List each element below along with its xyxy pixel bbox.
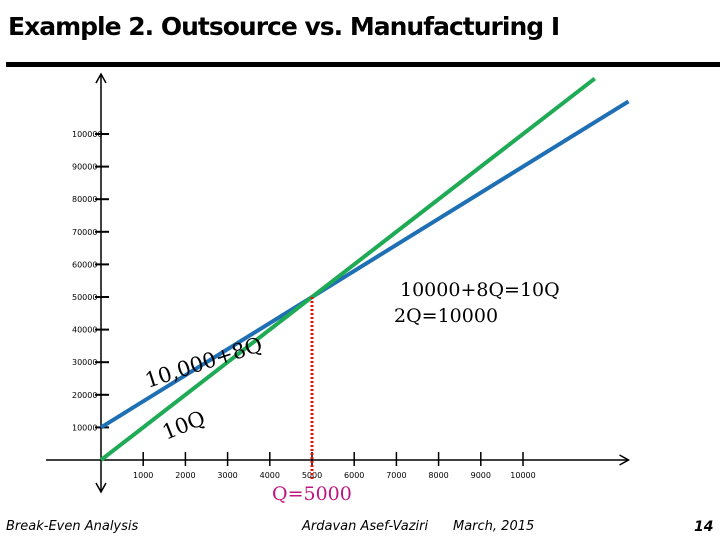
x-tick-label: 2000 xyxy=(175,471,195,480)
x-tick-label: 7000 xyxy=(386,471,406,480)
page-number: 14 xyxy=(694,519,714,535)
footer-topic: Break-Even Analysis xyxy=(6,519,139,534)
y-tick-label: 90000 xyxy=(72,163,97,172)
x-tick-label: 3000 xyxy=(217,471,237,480)
slide-title: Example 2. Outsource vs. Manufacturing I xyxy=(8,12,560,41)
ticks-layer: 10000 20000 30000 40000 50000 60000 70000 80000… xyxy=(72,130,536,480)
break-even-label: Q=5000 xyxy=(272,483,352,505)
lines-layer xyxy=(99,76,630,480)
manufacture-cost-line xyxy=(99,99,630,430)
series-label-manufacture: 10,000+8Q xyxy=(142,332,265,392)
x-tick-label: 9000 xyxy=(471,471,491,480)
outsource-cost-line xyxy=(99,76,596,462)
x-axis-arrow xyxy=(619,454,631,466)
x-tick-label: 10000 xyxy=(510,471,535,480)
y-tick-label: 100000 xyxy=(72,130,103,139)
x-tick-label: 6000 xyxy=(344,471,364,480)
x-tick-label: 1000 xyxy=(133,471,153,480)
y-tick-label: 70000 xyxy=(72,228,97,237)
y-tick-label: 30000 xyxy=(72,358,97,367)
y-tick-label: 40000 xyxy=(72,326,97,335)
annotation-equation: 10000+8Q=10Q xyxy=(400,279,560,301)
x-tick-label: 8000 xyxy=(428,471,448,480)
x-tick-label: 5000 xyxy=(302,471,322,480)
y-tick-label: 80000 xyxy=(72,195,97,204)
y-tick-label: 50000 xyxy=(72,293,97,302)
y-axis-arrow-bottom xyxy=(95,482,107,494)
y-tick-label: 60000 xyxy=(72,260,97,269)
y-tick-label: 10000 xyxy=(72,423,97,432)
title-rule xyxy=(6,62,720,67)
y-axis-arrow-top xyxy=(95,72,107,84)
y-tick-label: 20000 xyxy=(72,391,97,400)
x-tick-label: 4000 xyxy=(260,471,280,480)
footer-author: Ardavan Asef-Vaziri xyxy=(302,519,429,534)
footer-date: March, 2015 xyxy=(453,519,535,534)
annotation-solution: 2Q=10000 xyxy=(394,305,498,327)
